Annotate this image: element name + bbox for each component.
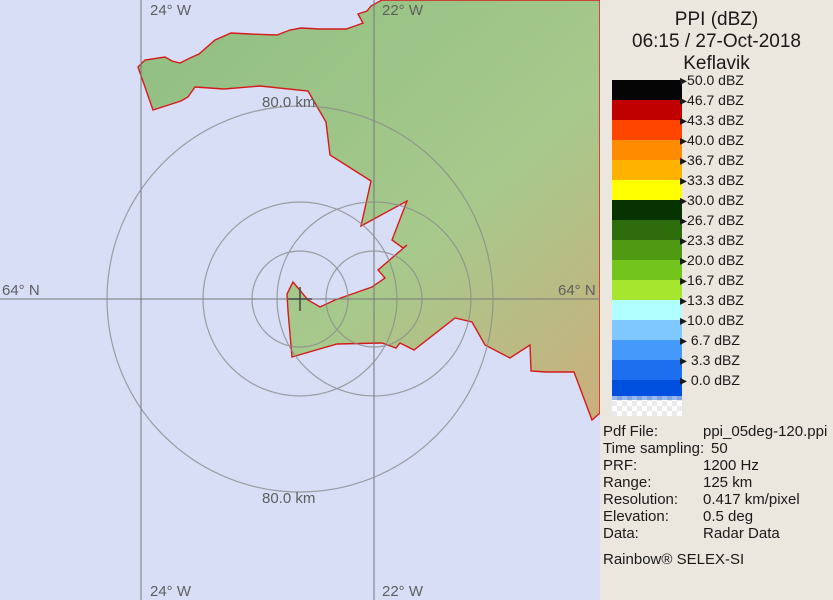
svg-text:80.0 km: 80.0 km xyxy=(262,94,315,111)
svg-text:24° W: 24° W xyxy=(150,583,192,600)
svg-text:22° W: 22° W xyxy=(382,583,424,600)
svg-text:22° W: 22° W xyxy=(382,2,424,19)
svg-text:64° N: 64° N xyxy=(2,282,40,299)
svg-text:64° N: 64° N xyxy=(558,282,596,299)
svg-text:80.0 km: 80.0 km xyxy=(262,490,315,507)
svg-text:24° W: 24° W xyxy=(150,2,192,19)
